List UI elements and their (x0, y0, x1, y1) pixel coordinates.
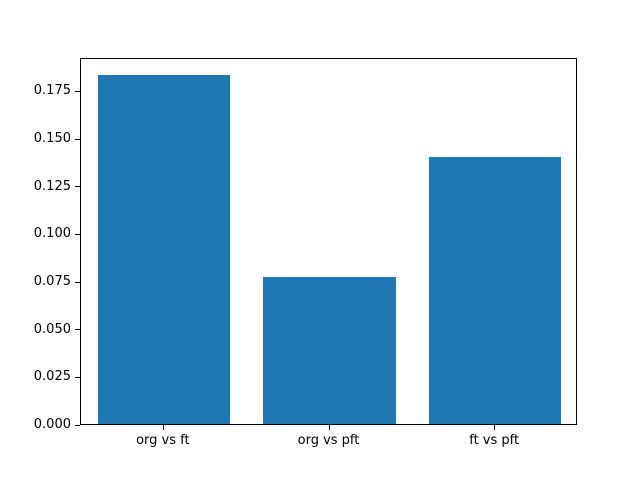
y-tick-mark (75, 186, 80, 188)
y-tick-label: 0.125 (33, 178, 71, 194)
y-tick-label: 0.100 (33, 226, 71, 242)
x-tick-mark (328, 425, 330, 430)
y-tick-label: 0.025 (33, 369, 71, 385)
y-tick-mark (75, 329, 80, 331)
y-tick-label: 0.000 (33, 417, 71, 432)
x-tick-mark (162, 425, 164, 430)
bar-org-vs-ft (97, 75, 231, 424)
x-tick-label-org-vs-pft: org vs pft (297, 433, 360, 448)
y-tick-mark (75, 424, 80, 426)
y-tick-label: 0.175 (33, 83, 71, 99)
y-tick-mark (75, 281, 80, 283)
y-tick-mark (75, 90, 80, 92)
y-tick-mark (75, 138, 80, 140)
x-tick-mark (494, 425, 496, 430)
y-tick-mark (75, 233, 80, 235)
y-tick-mark (75, 376, 80, 378)
x-tick-label-ft-vs-pft: ft vs pft (469, 433, 520, 448)
y-tick-label: 0.075 (33, 274, 71, 289)
y-tick-label: 0.150 (33, 131, 71, 147)
bar-org-vs-pft (263, 277, 396, 424)
bar-ft-vs-pft (428, 157, 562, 424)
x-tick-label-org-vs-ft: org vs ft (136, 433, 190, 448)
y-tick-label: 0.050 (33, 321, 71, 337)
plot-area (80, 58, 577, 425)
